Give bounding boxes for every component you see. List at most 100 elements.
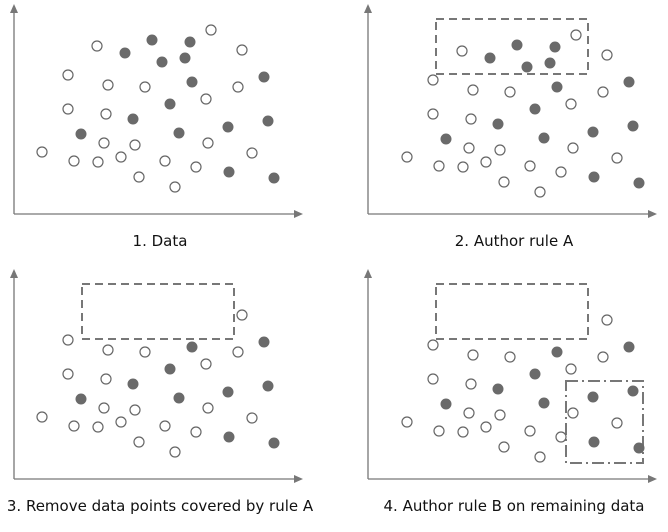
data-point-open <box>465 113 477 125</box>
data-point-open <box>202 402 214 414</box>
x-axis-arrow-icon <box>648 475 657 483</box>
data-point-open <box>427 74 439 86</box>
data-point-open <box>534 186 546 198</box>
data-point-filled <box>529 103 541 115</box>
data-point-open <box>190 161 202 173</box>
data-point-open <box>465 378 477 390</box>
data-point-filled <box>588 436 600 448</box>
data-point-open <box>91 40 103 52</box>
data-point-open <box>236 309 248 321</box>
data-point-filled <box>223 166 235 178</box>
data-point-open <box>129 404 141 416</box>
data-point-open <box>190 426 202 438</box>
data-point-open <box>68 420 80 432</box>
panel-remove-covered: 3. Remove data points covered by rule A <box>7 269 314 515</box>
data-point-open <box>232 346 244 358</box>
y-axis-arrow-icon <box>364 269 372 278</box>
data-point-open <box>246 412 258 424</box>
data-point-open <box>504 351 516 363</box>
data-point-open <box>62 69 74 81</box>
data-point-open <box>133 436 145 448</box>
data-point-open <box>567 407 579 419</box>
data-point-filled <box>119 47 131 59</box>
data-point-open <box>401 151 413 163</box>
data-point-open <box>246 147 258 159</box>
data-point-filled <box>538 132 550 144</box>
data-point-filled <box>521 61 533 73</box>
data-point-filled <box>538 397 550 409</box>
data-point-filled <box>173 127 185 139</box>
data-point-filled <box>186 76 198 88</box>
rule-b-box <box>565 380 644 464</box>
data-point-open <box>601 314 613 326</box>
data-point-open <box>555 431 567 443</box>
data-point-open <box>565 363 577 375</box>
panel-caption: 1. Data <box>133 232 188 250</box>
panel-caption: 3. Remove data points covered by rule A <box>7 497 314 515</box>
data-point-open <box>433 425 445 437</box>
data-point-open <box>62 334 74 346</box>
data-point-open <box>467 349 479 361</box>
data-point-filled <box>588 171 600 183</box>
data-point-filled <box>179 52 191 64</box>
data-point-open <box>524 425 536 437</box>
data-point-filled <box>262 115 274 127</box>
data-point-open <box>133 171 145 183</box>
data-point-open <box>92 421 104 433</box>
data-point-filled <box>186 341 198 353</box>
data-point-open <box>601 49 613 61</box>
data-point-open <box>236 44 248 56</box>
data-point-open <box>68 155 80 167</box>
data-point-open <box>159 155 171 167</box>
data-point-open <box>100 108 112 120</box>
data-point-filled <box>587 391 599 403</box>
data-point-filled <box>127 113 139 125</box>
data-point-open <box>62 368 74 380</box>
data-point-filled <box>75 393 87 405</box>
data-point-open <box>115 416 127 428</box>
y-axis-arrow-icon <box>10 269 18 278</box>
y-axis-arrow-icon <box>10 4 18 13</box>
data-point-open <box>115 151 127 163</box>
data-point-open <box>467 84 479 96</box>
data-point-open <box>92 156 104 168</box>
data-point-filled <box>164 363 176 375</box>
data-point-filled <box>633 177 645 189</box>
data-point-open <box>100 373 112 385</box>
data-point-open <box>456 45 468 57</box>
data-point-filled <box>268 172 280 184</box>
data-point-open <box>200 358 212 370</box>
data-point-open <box>534 451 546 463</box>
data-point-open <box>36 411 48 423</box>
data-point-filled <box>633 442 645 454</box>
panel-author-rule-a: 2. Author rule A <box>364 4 657 250</box>
data-point-filled <box>551 81 563 93</box>
data-point-open <box>498 176 510 188</box>
data-point-open <box>555 166 567 178</box>
data-point-open <box>36 146 48 158</box>
data-point-filled <box>440 133 452 145</box>
data-point-open <box>504 86 516 98</box>
data-point-open <box>480 421 492 433</box>
data-point-open <box>463 142 475 154</box>
data-point-open <box>427 339 439 351</box>
data-point-open <box>480 156 492 168</box>
data-point-filled <box>551 346 563 358</box>
data-point-open <box>102 79 114 91</box>
data-point-filled <box>164 98 176 110</box>
rule-a-box <box>435 283 589 340</box>
data-point-filled <box>258 71 270 83</box>
data-point-open <box>169 181 181 193</box>
data-point-filled <box>529 368 541 380</box>
data-point-open <box>463 407 475 419</box>
data-point-open <box>565 98 577 110</box>
data-point-filled <box>222 386 234 398</box>
data-point-open <box>457 161 469 173</box>
data-point-open <box>102 344 114 356</box>
data-point-open <box>597 86 609 98</box>
data-point-open <box>205 24 217 36</box>
y-axis-arrow-icon <box>364 4 372 13</box>
data-point-filled <box>127 378 139 390</box>
data-point-open <box>62 103 74 115</box>
